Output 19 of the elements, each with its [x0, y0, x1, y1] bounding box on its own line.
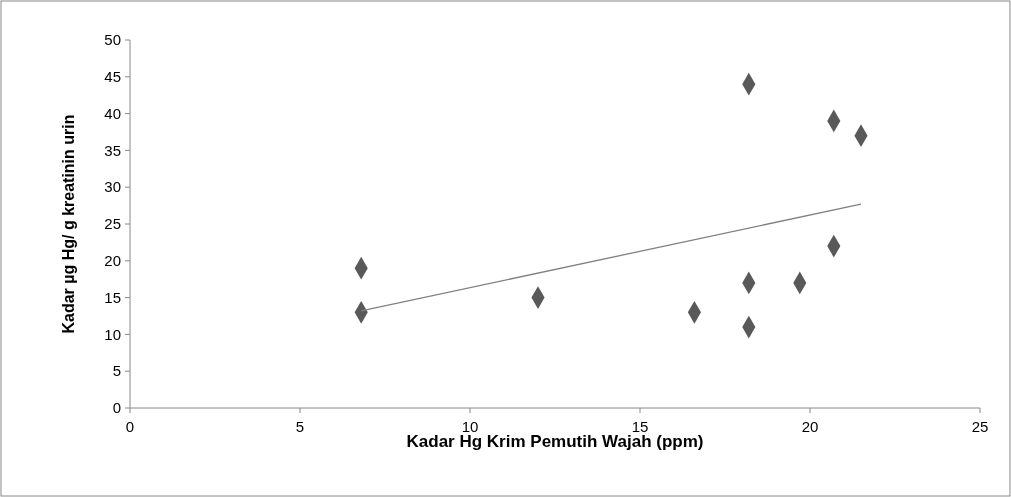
y-axis-title: Kadar µg Hg/ g kreatinin urin: [60, 114, 77, 334]
y-tick-label: 50: [104, 31, 121, 49]
y-tick-label: 30: [104, 178, 121, 196]
y-tick-label: 10: [104, 325, 121, 343]
x-tick-label: 5: [295, 418, 305, 435]
x-tick-label: 0: [125, 418, 135, 435]
x-tick-label: 10: [461, 418, 479, 435]
y-tick-label: 20: [104, 252, 121, 270]
y-tick-label: 15: [104, 288, 121, 306]
x-tick-label: 25: [971, 418, 989, 435]
y-tick-label: 0: [112, 399, 121, 417]
y-tick-label: 25: [104, 215, 121, 233]
y-tick-label: 45: [104, 68, 121, 86]
y-tick-label: 35: [104, 141, 121, 159]
x-tick-label: 20: [801, 418, 819, 435]
x-axis-title: Kadar Hg Krim Pemutih Wajah (ppm): [406, 432, 704, 451]
x-tick-label: 15: [631, 418, 649, 435]
y-tick-label: 40: [104, 104, 121, 122]
y-tick-label: 5: [112, 362, 121, 380]
